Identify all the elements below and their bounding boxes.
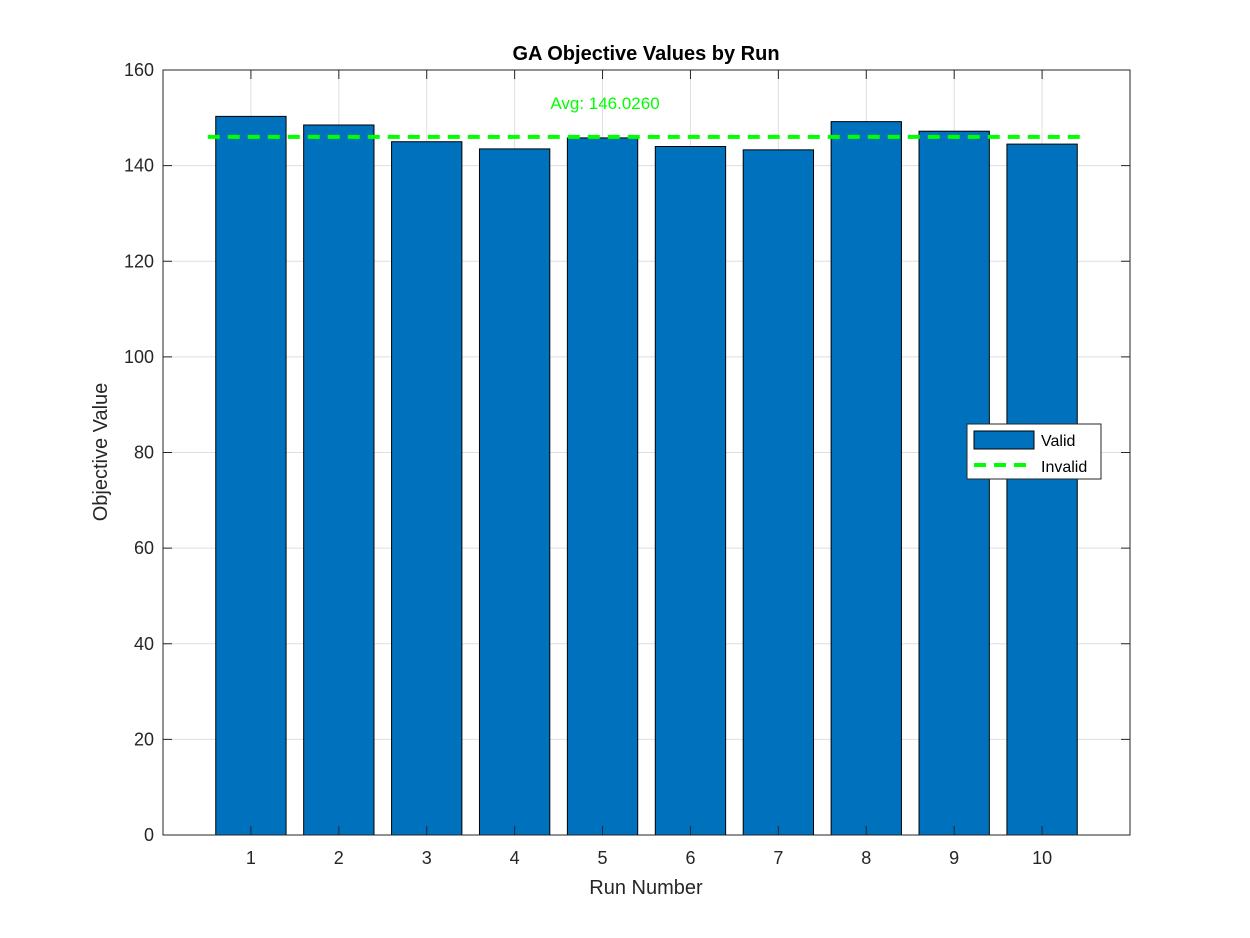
y-tick-label: 60	[134, 538, 154, 558]
bar	[918, 130, 990, 836]
ticks	[163, 69, 1130, 836]
x-tick-label: 5	[598, 848, 608, 868]
x-tick-label: 6	[685, 848, 695, 868]
y-tick-label: 40	[134, 634, 154, 654]
bar	[830, 121, 902, 836]
y-tick-label: 140	[124, 156, 154, 176]
y-tick-label: 160	[124, 60, 154, 80]
y-tick-label: 80	[134, 443, 154, 463]
bar	[1006, 143, 1078, 836]
y-tick-label: 120	[124, 251, 154, 271]
legend-valid-swatch	[973, 430, 1035, 450]
x-tick-label: 8	[861, 848, 871, 868]
x-tick-label: 2	[334, 848, 344, 868]
bar	[215, 115, 287, 836]
tick-labels: 0 20 40 60 80 100 120 140 160 1 2 3 4 5 6 7 8 9 10	[124, 60, 1052, 868]
bar	[566, 137, 639, 836]
x-tick-label: 9	[949, 848, 959, 868]
bar	[391, 141, 463, 836]
legend: Valid Invalid	[966, 423, 1102, 480]
y-tick-label: 0	[144, 825, 154, 845]
x-tick-label: 1	[246, 848, 256, 868]
x-axis-label: Run Number	[589, 877, 703, 899]
bar	[478, 148, 551, 836]
bars	[215, 115, 1078, 836]
x-tick-label: 7	[773, 848, 783, 868]
average-annotation: Avg: 146.0260	[550, 94, 659, 113]
bar	[654, 146, 727, 836]
y-axis-label: Objective Value	[90, 383, 112, 522]
bar	[742, 149, 815, 836]
bar	[303, 124, 375, 836]
x-tick-label: 10	[1032, 848, 1052, 868]
x-tick-label: 3	[422, 848, 432, 868]
legend-invalid-label: Invalid	[1041, 459, 1087, 476]
y-tick-label: 20	[134, 729, 154, 749]
legend-valid-label: Valid	[1041, 433, 1075, 450]
y-tick-label: 100	[124, 347, 154, 367]
x-tick-label: 4	[510, 848, 520, 868]
chart-title: GA Objective Values by Run	[512, 43, 779, 65]
